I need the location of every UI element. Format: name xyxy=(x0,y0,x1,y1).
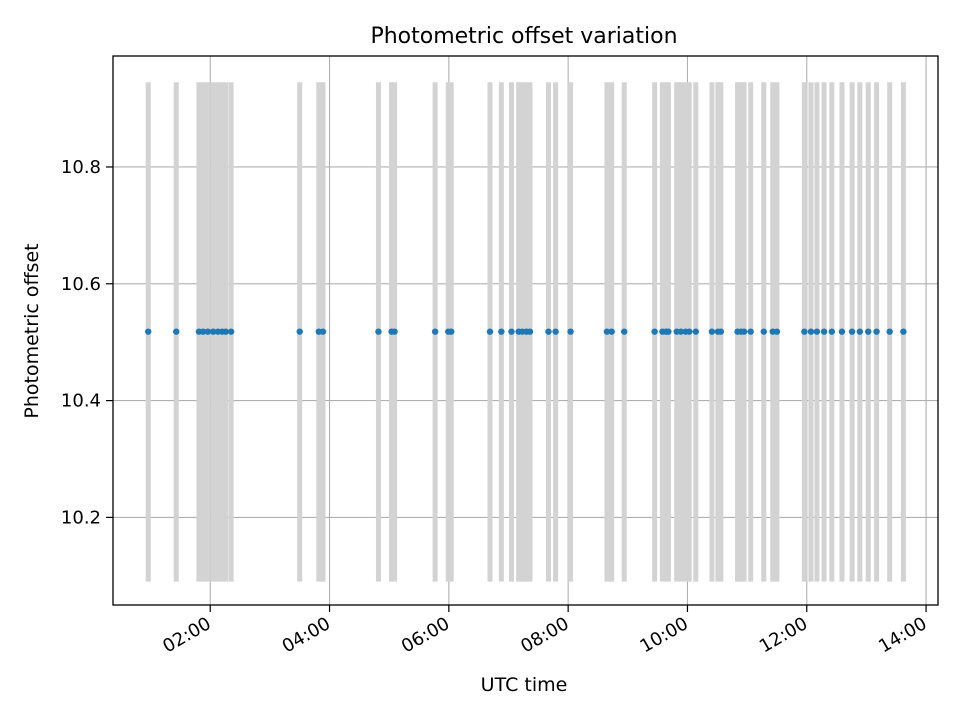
x-tick-label: 04:00 xyxy=(279,613,334,657)
data-point xyxy=(651,328,658,335)
data-point xyxy=(773,328,781,335)
data-point xyxy=(552,328,559,335)
data-point xyxy=(375,328,382,335)
data-point xyxy=(296,328,303,335)
data-point xyxy=(319,328,327,335)
data-point xyxy=(545,328,552,335)
data-point xyxy=(801,328,808,335)
data-point xyxy=(621,328,628,335)
plot-frame xyxy=(112,55,939,606)
y-tick-label: 10.2 xyxy=(61,507,101,528)
data-point xyxy=(603,328,611,335)
data-point xyxy=(431,328,439,335)
y-tick-label: 10.8 xyxy=(61,157,101,178)
data-point xyxy=(204,328,212,335)
data-point xyxy=(677,328,685,335)
data-point xyxy=(144,328,152,335)
data-point xyxy=(173,328,180,335)
y-axis-label: Photometric offset xyxy=(21,243,43,418)
data-point xyxy=(448,328,455,335)
x-tick-label: 12:00 xyxy=(756,613,811,657)
data-points xyxy=(144,328,907,335)
data-point xyxy=(608,328,615,335)
data-point xyxy=(873,328,880,335)
data-point xyxy=(820,328,828,335)
data-point xyxy=(807,328,815,335)
data-point xyxy=(210,328,217,335)
x-tick-label: 06:00 xyxy=(398,613,453,657)
y-tick-label: 10.6 xyxy=(61,274,101,295)
data-point xyxy=(856,328,864,335)
x-tick-label: 14:00 xyxy=(875,613,930,657)
data-point xyxy=(740,328,748,335)
x-axis-label: UTC time xyxy=(481,674,568,696)
data-point xyxy=(838,328,846,335)
data-point xyxy=(498,328,505,335)
data-point xyxy=(692,328,700,335)
data-point xyxy=(760,328,768,335)
data-point xyxy=(747,328,754,335)
x-tick-label: 08:00 xyxy=(517,613,572,657)
data-point xyxy=(486,328,494,335)
data-point xyxy=(865,328,872,335)
chart-title: Photometric offset variation xyxy=(370,24,677,49)
data-point xyxy=(828,328,836,335)
data-point xyxy=(391,328,398,335)
y-tick-label: 10.4 xyxy=(61,391,101,412)
x-tick-label: 10:00 xyxy=(637,613,692,657)
data-point xyxy=(508,328,515,335)
data-point xyxy=(567,328,574,335)
data-point xyxy=(900,328,907,335)
data-point xyxy=(222,328,229,335)
data-point xyxy=(848,328,856,335)
data-point xyxy=(717,328,725,335)
data-point xyxy=(227,328,235,335)
data-point xyxy=(526,328,534,335)
data-point xyxy=(686,328,693,335)
data-point xyxy=(199,328,207,335)
x-axis-ticks: 02:00 04:00 06:00 08:00 10:00 12:00 14:00 xyxy=(159,605,931,657)
x-tick-label: 02:00 xyxy=(159,613,214,657)
data-point xyxy=(665,328,672,335)
y-axis-ticks: 10.2 10.4 10.6 10.8 xyxy=(61,157,113,528)
data-point xyxy=(813,328,821,335)
data-point xyxy=(708,328,716,335)
data-point xyxy=(886,328,893,335)
